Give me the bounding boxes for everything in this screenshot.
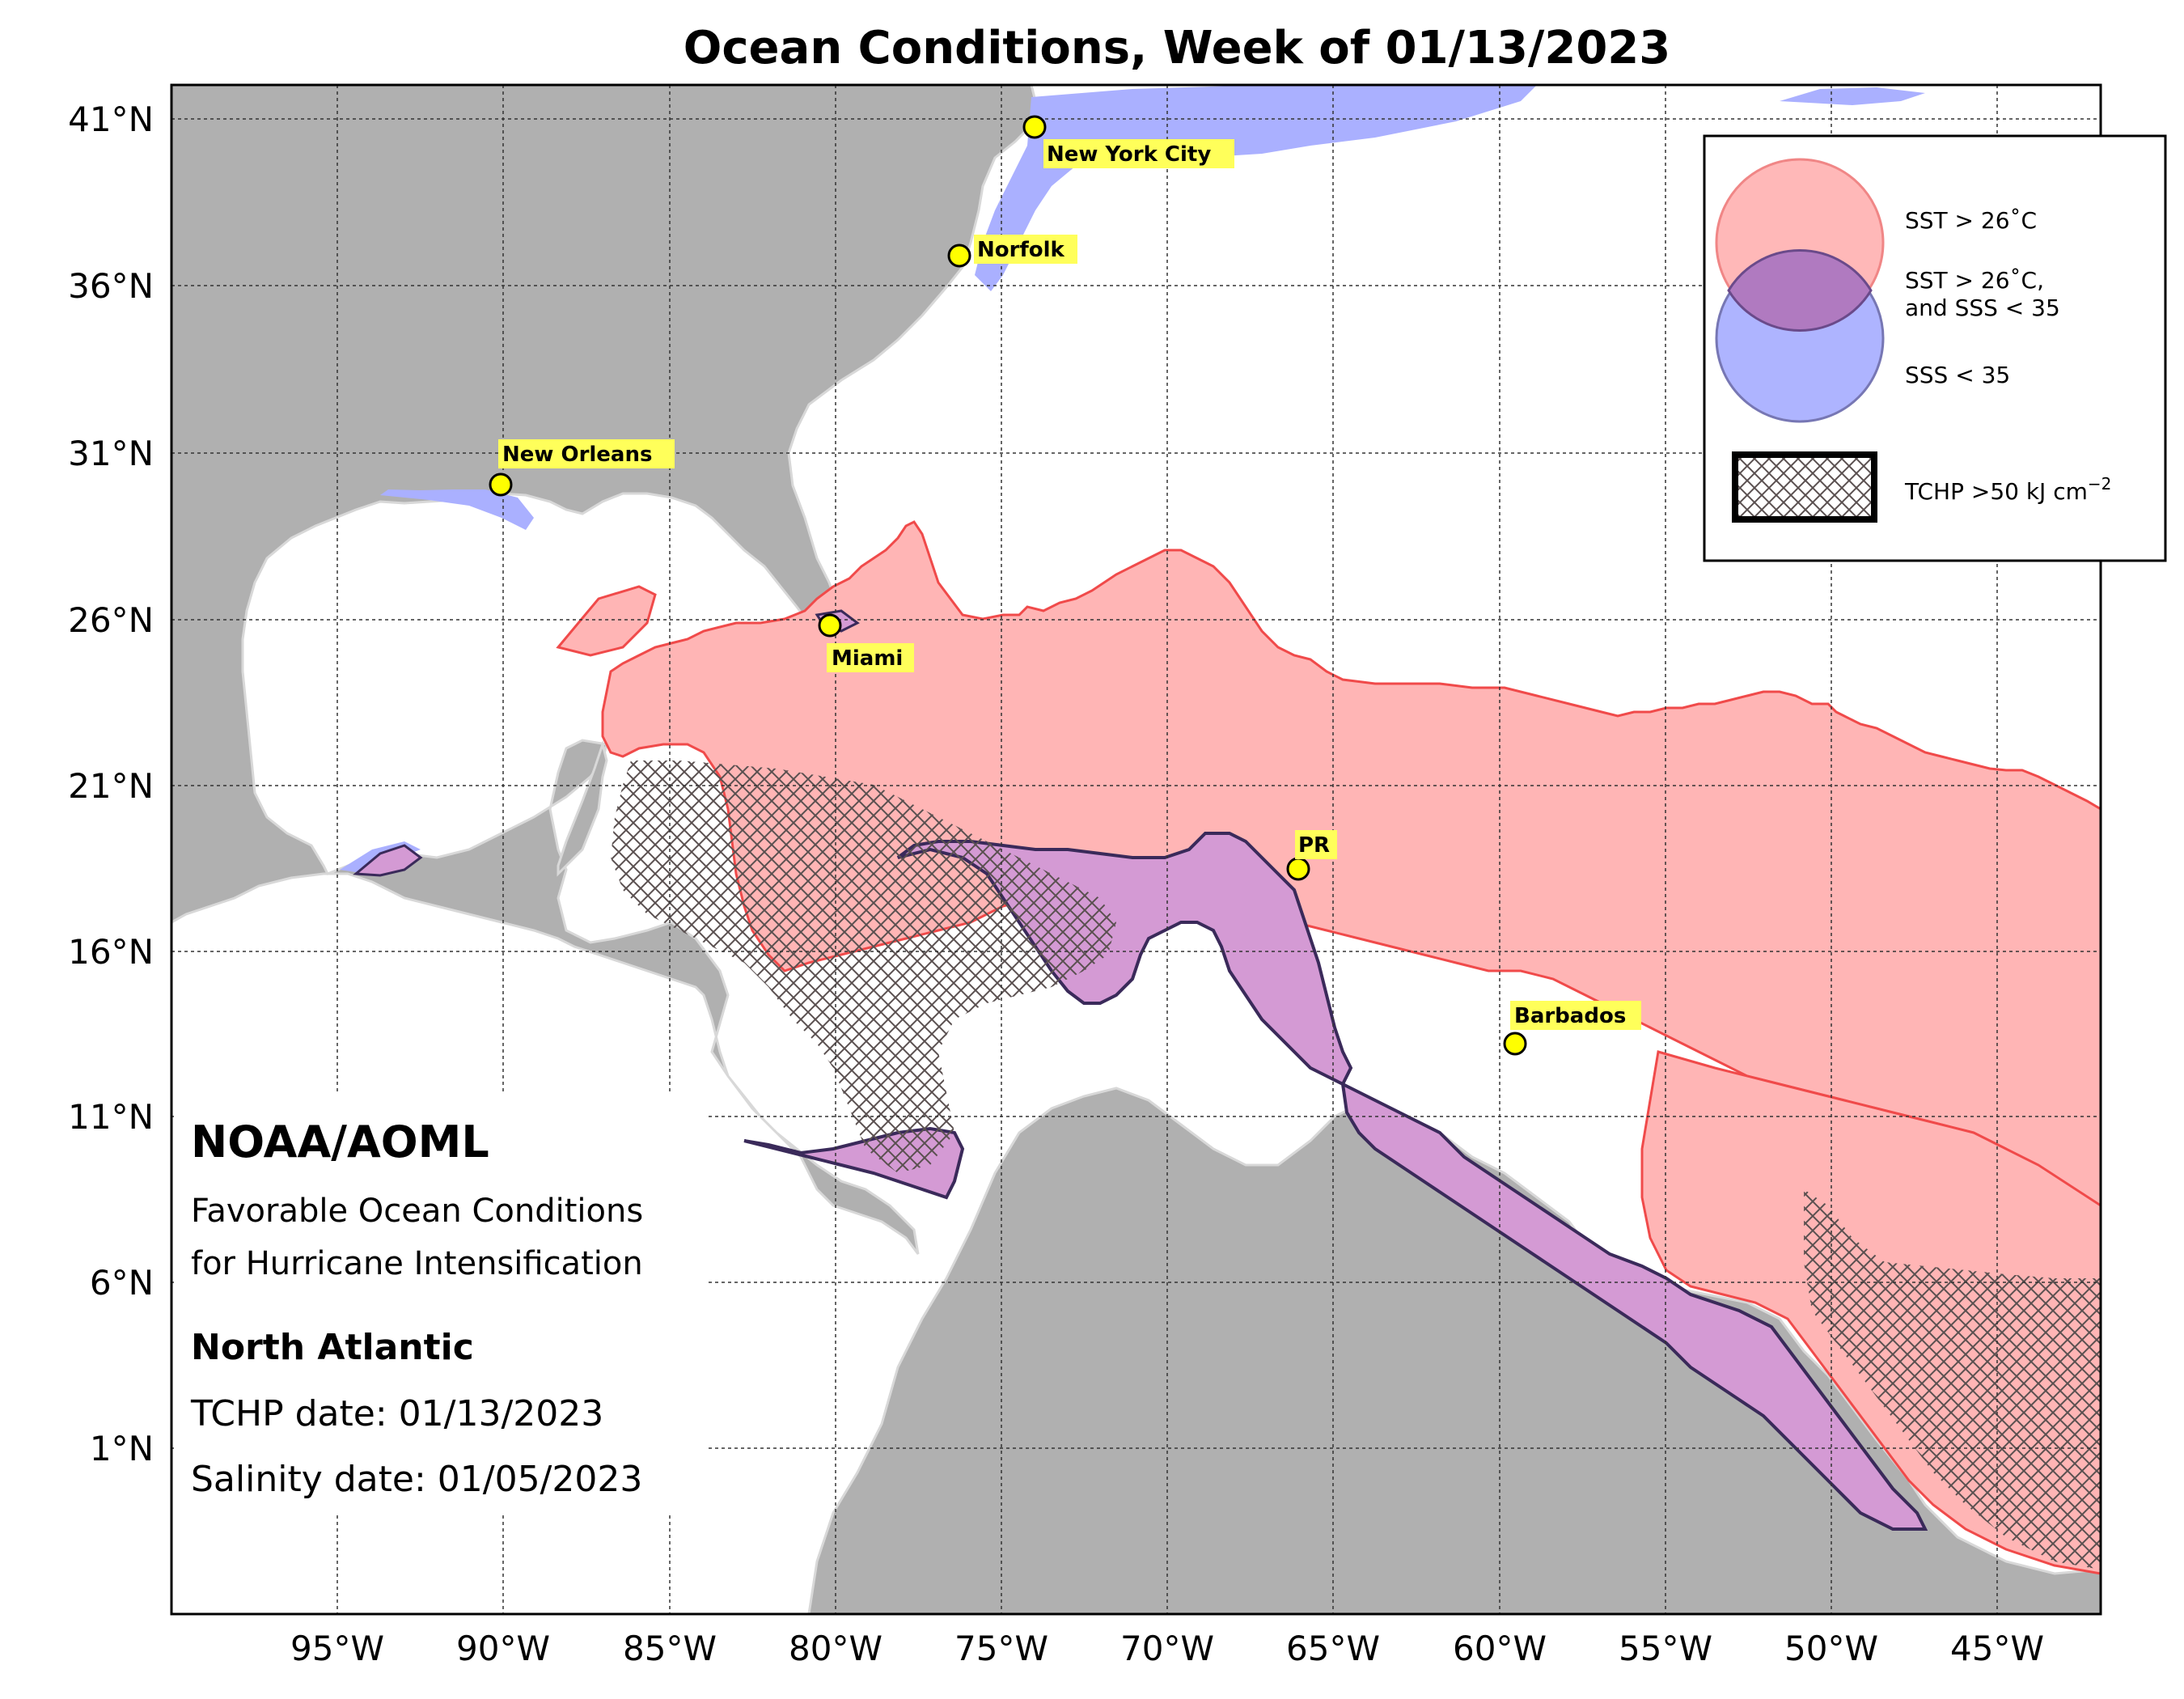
legend-sss-label: SSS < 35: [1905, 362, 2010, 388]
city-label: Miami: [832, 646, 903, 671]
city-miami: Miami: [818, 613, 914, 672]
info-subtitle-2: for Hurricane Intensification: [191, 1245, 643, 1282]
city-label-bg: [827, 643, 914, 672]
info-tchp-date: TCHP date: 01/13/2023: [190, 1393, 603, 1434]
both-region-guiana-coast: [1340, 1081, 1928, 1531]
legend-tchp-text: TCHP >50 kJ cm: [1904, 478, 2088, 505]
info-block: NOAA/AOML Favorable Ocean Conditions for…: [190, 1116, 643, 1500]
sst-region-gulf-west: [556, 585, 657, 657]
city-label-bg: [1510, 1001, 1641, 1030]
lon-label-60: 60°W: [1453, 1629, 1547, 1668]
lon-label-95: 95°W: [290, 1629, 384, 1668]
sss-region-northeast: [975, 85, 1537, 291]
info-panel: [174, 1092, 708, 1513]
both-region-gulf-sw: [353, 844, 423, 877]
city-norfolk: Norfolk: [947, 235, 1077, 268]
city-marker: [489, 472, 513, 497]
lat-label-41: 41°N: [68, 100, 154, 139]
city-marker: [1022, 115, 1047, 139]
city-label: Norfolk: [977, 238, 1065, 262]
city-new-york: New York City: [1022, 115, 1234, 168]
city-puerto-rico: PR: [1286, 830, 1337, 881]
longitude-labels: 95°W 90°W 85°W 80°W 75°W 70°W 65°W 60°W …: [290, 1629, 2044, 1668]
lat-label-21: 21°N: [68, 766, 154, 806]
city-label: New Orleans: [502, 443, 652, 467]
lon-label-50: 50°W: [1784, 1629, 1878, 1668]
lat-label-16: 16°N: [68, 932, 154, 972]
map-frame: [170, 83, 2102, 1616]
lon-label-55: 55°W: [1619, 1629, 1712, 1668]
city-label: Barbados: [1514, 1004, 1626, 1028]
info-region: North Atlantic: [191, 1327, 474, 1368]
latitude-labels: 41°N 36°N 31°N 26°N 21°N 16°N 11°N 6°N 1…: [68, 100, 154, 1468]
lat-label-1: 1°N: [90, 1429, 154, 1468]
land-yucatan: [557, 739, 608, 877]
legend-both-label-line2: and SSS < 35: [1905, 294, 2060, 321]
city-marker: [947, 244, 971, 268]
lat-label-6: 6°N: [90, 1263, 154, 1303]
city-marker: [1503, 1032, 1527, 1056]
city-marker: [818, 613, 842, 638]
sss-region-gulf-coast: [380, 489, 534, 530]
city-label-bg: [974, 235, 1077, 264]
lon-label-85: 85°W: [623, 1629, 717, 1668]
lon-label-45: 45°W: [1950, 1629, 2044, 1668]
legend-tchp-exponent: −2: [2088, 474, 2111, 494]
sss-region-north-small: [1780, 87, 1925, 105]
city-label: New York City: [1047, 142, 1211, 167]
lon-label-90: 90°W: [456, 1629, 550, 1668]
tchp-region-atlantic-east: [1804, 1189, 2101, 1570]
info-subtitle-1: Favorable Ocean Conditions: [191, 1193, 643, 1230]
tchp-region-caribbean: [611, 761, 1116, 1173]
lat-label-31: 31°N: [68, 434, 154, 473]
info-salinity-date: Salinity date: 01/05/2023: [191, 1459, 642, 1500]
city-barbados: Barbados: [1503, 1001, 1641, 1056]
legend-overlap: [1727, 249, 1873, 332]
city-label-bg: [1043, 139, 1234, 168]
city-new-orleans: New Orleans: [489, 439, 675, 497]
lon-label-75: 75°W: [954, 1629, 1048, 1668]
legend: SST > 26˚C SST > 26˚C, and SSS < 35 SSS …: [1703, 134, 2167, 562]
map-title: Ocean Conditions, Week of 01/13/2023: [684, 22, 1671, 74]
city-label-bg: [498, 439, 675, 468]
lat-label-11: 11°N: [68, 1097, 154, 1137]
legend-sst-label: SST > 26˚C: [1905, 207, 2037, 234]
legend-tchp-swatch: [1732, 451, 1877, 523]
lon-label-80: 80°W: [789, 1629, 882, 1668]
lat-label-26: 26°N: [68, 600, 154, 640]
lat-label-36: 36°N: [68, 266, 154, 306]
legend-tchp-label: TCHP >50 kJ cm−2: [1904, 474, 2111, 505]
city-marker: [1286, 857, 1310, 881]
city-label-bg: [1295, 830, 1337, 859]
lon-label-65: 65°W: [1286, 1629, 1380, 1668]
latitude-gridlines: [171, 118, 2101, 1449]
info-org: NOAA/AOML: [191, 1116, 489, 1167]
lon-label-70: 70°W: [1120, 1629, 1214, 1668]
legend-both-label-line1: SST > 26˚C,: [1905, 267, 2044, 294]
city-label: PR: [1298, 833, 1330, 858]
